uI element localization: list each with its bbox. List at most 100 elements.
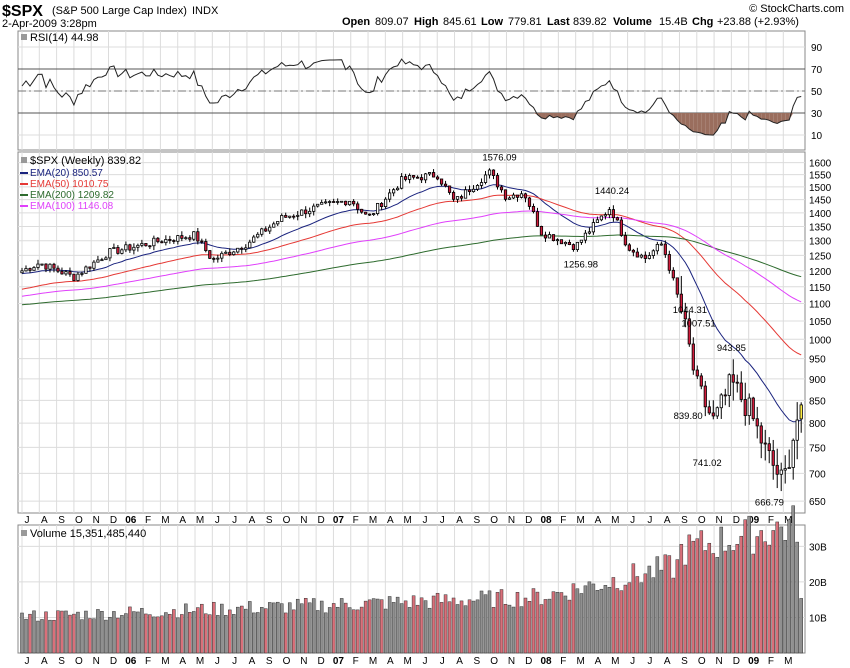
price-annotation: 943.85 xyxy=(717,343,746,354)
x-tick-label: N xyxy=(508,515,515,526)
price-tick-label: 1150 xyxy=(809,283,831,294)
price-candle xyxy=(591,218,596,235)
volume-bar xyxy=(148,614,152,654)
rsi-tick-label: 90 xyxy=(811,43,823,54)
x-tick-label: A xyxy=(179,515,186,526)
volume-bar xyxy=(479,590,484,654)
ema-line-20 xyxy=(21,184,802,423)
rsi-oversold-fill xyxy=(705,113,710,135)
x-tick-label: 07 xyxy=(333,656,345,667)
x-tick-label: M xyxy=(161,515,169,526)
price-candle xyxy=(108,247,112,262)
rsi-oversold-fill xyxy=(697,113,702,134)
volume-bar xyxy=(739,535,744,654)
volume-bar xyxy=(287,602,292,654)
volume-bar xyxy=(271,602,276,654)
symbol-title: $SPX xyxy=(2,3,43,20)
volume-bar xyxy=(487,590,492,654)
x-tick-label: A xyxy=(41,515,48,526)
price-candle xyxy=(256,232,260,239)
price-candle xyxy=(707,400,711,415)
price-tick-label: 1200 xyxy=(809,267,832,278)
rsi-oversold-fill xyxy=(741,113,746,120)
price-candle xyxy=(276,221,280,227)
price-candle xyxy=(623,231,627,247)
price-candle xyxy=(80,271,84,277)
ema-legend-item: EMA(200) 1209.82 xyxy=(20,190,114,201)
price-candle xyxy=(200,238,204,244)
price-candle xyxy=(380,202,384,211)
price-candle xyxy=(555,238,560,246)
volume-bar xyxy=(715,557,720,654)
volume-bar xyxy=(775,521,779,654)
volume-bar xyxy=(299,603,304,654)
volume-bar xyxy=(36,620,40,654)
volume-bar xyxy=(587,581,592,654)
x-tick-label: S xyxy=(266,515,273,526)
price-candle xyxy=(459,194,464,202)
price-candle xyxy=(116,244,120,255)
volume-bar xyxy=(539,604,544,654)
volume-bar xyxy=(339,598,344,654)
svg-text:EMA(100) 1146.08: EMA(100) 1146.08 xyxy=(30,201,114,212)
volume-bar xyxy=(164,612,168,654)
price-candle xyxy=(56,265,60,274)
price-candle xyxy=(735,374,739,393)
volume-tick-label: 30B xyxy=(809,542,827,553)
x-tick-label: N xyxy=(300,515,307,526)
price-candle xyxy=(68,267,72,277)
price-candle xyxy=(455,196,460,203)
price-candle xyxy=(404,173,408,182)
price-candle xyxy=(635,247,639,258)
price-candle xyxy=(567,239,572,246)
price-candle xyxy=(543,231,548,242)
price-candle xyxy=(172,239,176,244)
price-candle xyxy=(332,198,336,203)
x-tick-label: D xyxy=(733,515,740,526)
price-candle xyxy=(519,191,524,199)
price-tick-label: 800 xyxy=(809,419,826,430)
x-tick-label: N xyxy=(508,656,515,667)
rsi-oversold-fill xyxy=(693,113,698,133)
volume-bar xyxy=(627,582,632,654)
volume-bar xyxy=(771,530,775,654)
price-candle xyxy=(755,406,759,439)
price-candle xyxy=(272,221,276,228)
price-candle xyxy=(483,171,488,185)
price-candle xyxy=(695,365,699,380)
price-annotation: 1044.31 xyxy=(673,305,707,316)
volume-bar xyxy=(499,589,504,654)
price-tick-label: 1600 xyxy=(809,159,832,170)
rsi-tick-label: 10 xyxy=(811,131,823,142)
volume-bar xyxy=(204,613,208,654)
price-candle xyxy=(683,302,687,328)
price-annotation: 741.02 xyxy=(693,458,722,469)
price-candle xyxy=(180,231,184,242)
price-candle xyxy=(679,275,683,314)
price-candle xyxy=(475,184,480,191)
volume-bar xyxy=(571,583,576,654)
price-candle xyxy=(451,190,456,202)
volume-bar xyxy=(619,590,624,654)
price-candle xyxy=(467,185,472,196)
price-tick-label: 1000 xyxy=(809,335,832,346)
price-annotation: 839.80 xyxy=(674,411,703,422)
volume-bar xyxy=(483,594,488,654)
rsi-oversold-fill xyxy=(721,113,726,124)
volume-bar xyxy=(735,544,740,654)
volume-bar xyxy=(411,595,416,654)
volume-bar xyxy=(128,606,132,654)
volume-bar xyxy=(68,614,72,654)
volume-bar xyxy=(695,538,700,654)
volume-bar xyxy=(531,588,536,654)
volume-bar xyxy=(379,599,384,654)
volume-bar xyxy=(555,591,560,654)
volume-bar xyxy=(459,600,464,654)
rsi-oversold-fill xyxy=(785,113,790,121)
x-tick-label: D xyxy=(733,656,740,667)
x-tick-label: M xyxy=(369,656,377,667)
volume-bar xyxy=(315,610,320,654)
price-candle xyxy=(128,243,132,253)
volume-bar xyxy=(651,577,656,654)
price-candle xyxy=(292,214,296,220)
